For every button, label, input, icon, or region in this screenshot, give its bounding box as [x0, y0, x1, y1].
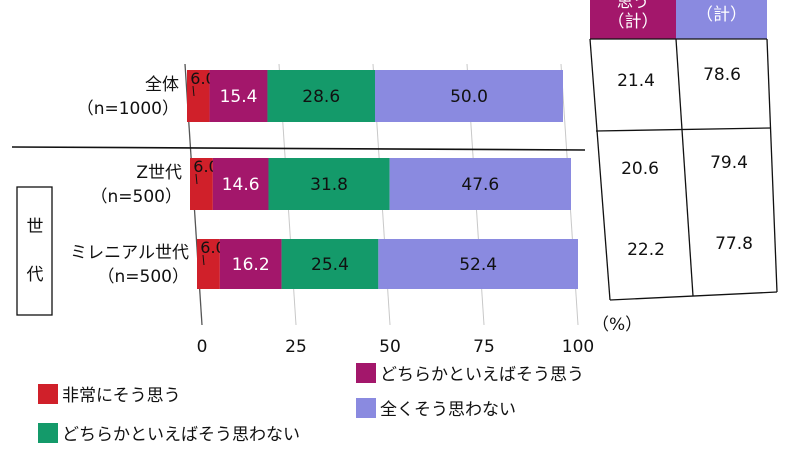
legend-label-3: どちらかといえばそう思わない [62, 425, 300, 445]
legend-item-4: 全くそう思わない [356, 395, 516, 420]
data-label: 16.2 [232, 255, 270, 275]
x-tick-label: 0 [197, 337, 208, 357]
bar-segment [267, 70, 375, 122]
x-axis-unit: （%） [592, 315, 642, 335]
category-label: Z世代 [136, 163, 182, 183]
x-tick-label: 75 [473, 337, 495, 357]
legend-swatch-1 [38, 383, 58, 404]
bar-segment [375, 70, 563, 122]
bar-segment [187, 70, 210, 122]
data-label: 15.4 [220, 87, 258, 107]
bar-segment [209, 70, 268, 122]
category-label: （n=1000） [77, 99, 179, 119]
category-label: ミレニアル世代 [70, 243, 189, 263]
table-cell: 22.2 [627, 240, 665, 260]
table-border [609, 291, 778, 301]
table-border [589, 38, 611, 301]
legend-item-2: どちらかといえばそう思う [356, 360, 584, 385]
bar-segment [197, 239, 220, 289]
x-tick-label: 25 [285, 337, 307, 357]
table-cell: 21.4 [617, 71, 655, 91]
table-header-cell [590, 0, 676, 39]
bar-segment [212, 158, 269, 210]
table-border [766, 38, 778, 293]
table-header-text: 思う [617, 0, 649, 11]
x-tick-label: 100 [562, 337, 594, 357]
bar-segment [190, 158, 213, 210]
data-label: 6.0 [193, 157, 218, 176]
bar-segment [219, 239, 282, 289]
data-label: 31.8 [310, 175, 348, 195]
data-label: 28.6 [302, 87, 340, 107]
table-cell: 79.4 [710, 153, 748, 173]
x-tick-label: 50 [379, 337, 401, 357]
table-header-text: （計） [608, 12, 659, 32]
data-label-leader [202, 254, 205, 266]
data-label: 25.4 [311, 255, 349, 275]
legend-swatch-3 [38, 422, 58, 443]
legend-swatch-2 [356, 362, 376, 383]
category-label: （n=500） [98, 267, 189, 287]
legend-label-4: 全くそう思わない [380, 400, 516, 420]
table-border [595, 127, 772, 132]
data-label: 6.0 [200, 238, 225, 257]
category-label: 全体 [145, 75, 179, 95]
legend-item-3: どちらかといえばそう思わない [38, 420, 300, 445]
group-label-char: 世 [27, 217, 44, 237]
data-label: 50.0 [450, 87, 488, 107]
data-label-leader [195, 173, 198, 185]
table-header-text: （計） [696, 5, 747, 25]
data-label-leader [192, 85, 195, 97]
table-border [675, 38, 694, 297]
data-label: 52.4 [459, 255, 497, 275]
bar-segment [268, 158, 390, 210]
group-label-box [16, 186, 53, 316]
bar-segment [389, 158, 571, 210]
table-cell: 77.8 [715, 234, 753, 254]
data-label: 47.6 [461, 175, 499, 195]
table-cell: 78.6 [703, 65, 741, 85]
legend-label-2: どちらかといえばそう思う [380, 365, 584, 385]
legend-swatch-4 [356, 397, 376, 418]
table-cell: 20.6 [621, 159, 659, 179]
data-label: 14.6 [222, 175, 260, 195]
data-label: 6.0 [190, 69, 215, 88]
group-separator [11, 146, 586, 151]
legend-item-1: 非常にそう思う [38, 381, 181, 406]
legend-label-1: 非常にそう思う [62, 386, 181, 406]
table-header-cell [676, 0, 767, 39]
bar-segment [281, 239, 379, 289]
category-label: （n=500） [91, 187, 182, 207]
group-label-char: 代 [27, 265, 44, 285]
bar-segment [378, 239, 578, 289]
